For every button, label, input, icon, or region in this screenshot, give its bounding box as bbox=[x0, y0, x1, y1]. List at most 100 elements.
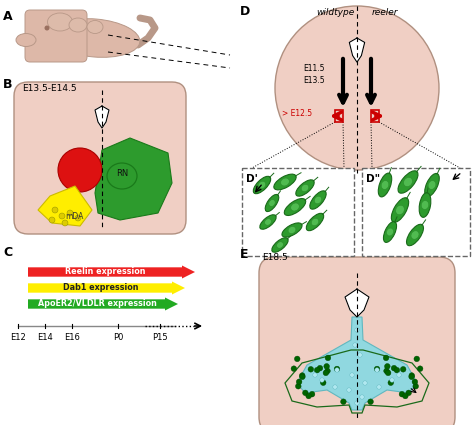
Circle shape bbox=[363, 381, 367, 385]
Circle shape bbox=[385, 370, 391, 376]
Ellipse shape bbox=[69, 18, 87, 32]
Circle shape bbox=[302, 390, 308, 396]
Circle shape bbox=[390, 378, 394, 382]
Circle shape bbox=[300, 374, 305, 380]
Circle shape bbox=[375, 368, 379, 372]
FancyBboxPatch shape bbox=[25, 10, 87, 62]
Ellipse shape bbox=[403, 177, 412, 187]
Circle shape bbox=[59, 213, 65, 219]
FancyBboxPatch shape bbox=[362, 168, 470, 256]
Ellipse shape bbox=[392, 198, 409, 222]
Circle shape bbox=[355, 328, 359, 332]
Ellipse shape bbox=[296, 180, 314, 196]
Circle shape bbox=[62, 220, 68, 226]
Circle shape bbox=[325, 368, 330, 374]
Circle shape bbox=[368, 399, 374, 405]
Circle shape bbox=[300, 373, 305, 378]
Ellipse shape bbox=[47, 13, 73, 31]
Circle shape bbox=[341, 399, 346, 405]
Circle shape bbox=[317, 366, 323, 371]
Circle shape bbox=[402, 393, 408, 399]
Circle shape bbox=[75, 215, 81, 221]
Text: Dab1 expression: Dab1 expression bbox=[63, 283, 138, 292]
Text: P15: P15 bbox=[152, 333, 168, 342]
Ellipse shape bbox=[258, 181, 266, 189]
Circle shape bbox=[324, 363, 329, 369]
Circle shape bbox=[355, 401, 359, 405]
Ellipse shape bbox=[291, 203, 299, 211]
Circle shape bbox=[45, 26, 49, 31]
Circle shape bbox=[323, 370, 328, 376]
Text: E18.5: E18.5 bbox=[262, 253, 288, 262]
Text: E16: E16 bbox=[64, 333, 80, 342]
Ellipse shape bbox=[306, 213, 324, 231]
Circle shape bbox=[353, 343, 357, 347]
FancyBboxPatch shape bbox=[259, 257, 455, 425]
Circle shape bbox=[313, 373, 317, 377]
Circle shape bbox=[417, 366, 423, 371]
Circle shape bbox=[333, 385, 337, 389]
Circle shape bbox=[325, 355, 331, 361]
Circle shape bbox=[334, 366, 340, 372]
Text: reeler: reeler bbox=[372, 8, 398, 17]
Circle shape bbox=[52, 207, 58, 213]
Circle shape bbox=[296, 379, 302, 385]
Ellipse shape bbox=[284, 198, 306, 215]
Ellipse shape bbox=[50, 19, 140, 57]
Ellipse shape bbox=[425, 173, 439, 197]
Circle shape bbox=[350, 373, 354, 377]
Circle shape bbox=[67, 210, 73, 216]
Text: Reelin expression: Reelin expression bbox=[65, 267, 146, 277]
Circle shape bbox=[383, 355, 389, 361]
Text: P0: P0 bbox=[113, 333, 123, 342]
Ellipse shape bbox=[398, 171, 418, 193]
Ellipse shape bbox=[396, 205, 404, 215]
Circle shape bbox=[314, 367, 320, 373]
Circle shape bbox=[58, 148, 102, 192]
Circle shape bbox=[409, 374, 414, 380]
Circle shape bbox=[388, 380, 393, 385]
Ellipse shape bbox=[282, 223, 302, 237]
Circle shape bbox=[409, 373, 415, 378]
Text: E11.5: E11.5 bbox=[303, 63, 325, 73]
Ellipse shape bbox=[87, 20, 103, 34]
Ellipse shape bbox=[378, 173, 392, 197]
FancyBboxPatch shape bbox=[242, 168, 354, 256]
Ellipse shape bbox=[383, 221, 397, 242]
Ellipse shape bbox=[419, 193, 431, 217]
Ellipse shape bbox=[269, 200, 275, 207]
Polygon shape bbox=[345, 289, 369, 317]
Ellipse shape bbox=[260, 215, 276, 229]
Text: E13.5: E13.5 bbox=[303, 76, 325, 85]
Polygon shape bbox=[38, 186, 92, 226]
FancyBboxPatch shape bbox=[14, 82, 186, 234]
Circle shape bbox=[384, 363, 390, 369]
Bar bbox=[371, 110, 379, 122]
Ellipse shape bbox=[428, 181, 436, 190]
Circle shape bbox=[384, 368, 389, 374]
Text: A: A bbox=[3, 10, 13, 23]
FancyArrow shape bbox=[28, 281, 185, 295]
Circle shape bbox=[360, 395, 364, 399]
Polygon shape bbox=[349, 38, 365, 62]
Bar bbox=[335, 110, 343, 122]
Ellipse shape bbox=[301, 184, 309, 192]
FancyArrow shape bbox=[28, 266, 195, 278]
FancyArrow shape bbox=[28, 298, 178, 311]
Circle shape bbox=[291, 366, 297, 371]
Text: C: C bbox=[3, 246, 12, 259]
Circle shape bbox=[412, 379, 418, 385]
Circle shape bbox=[308, 366, 314, 372]
Ellipse shape bbox=[386, 228, 393, 236]
Text: D: D bbox=[240, 5, 250, 18]
Ellipse shape bbox=[281, 178, 289, 186]
Circle shape bbox=[394, 367, 400, 373]
Circle shape bbox=[49, 217, 55, 223]
Circle shape bbox=[391, 366, 397, 371]
Text: > E12.5: > E12.5 bbox=[282, 108, 312, 117]
Circle shape bbox=[294, 356, 300, 362]
Circle shape bbox=[347, 388, 351, 392]
Ellipse shape bbox=[407, 224, 423, 246]
Circle shape bbox=[414, 356, 419, 362]
Ellipse shape bbox=[314, 196, 322, 204]
